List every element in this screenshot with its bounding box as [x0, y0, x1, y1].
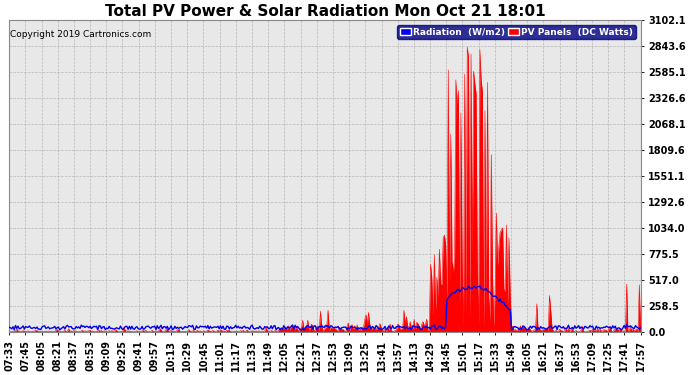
Title: Total PV Power & Solar Radiation Mon Oct 21 18:01: Total PV Power & Solar Radiation Mon Oct…	[105, 4, 545, 19]
Legend: Radiation  (W/m2), PV Panels  (DC Watts): Radiation (W/m2), PV Panels (DC Watts)	[397, 25, 636, 39]
Text: Copyright 2019 Cartronics.com: Copyright 2019 Cartronics.com	[10, 30, 151, 39]
